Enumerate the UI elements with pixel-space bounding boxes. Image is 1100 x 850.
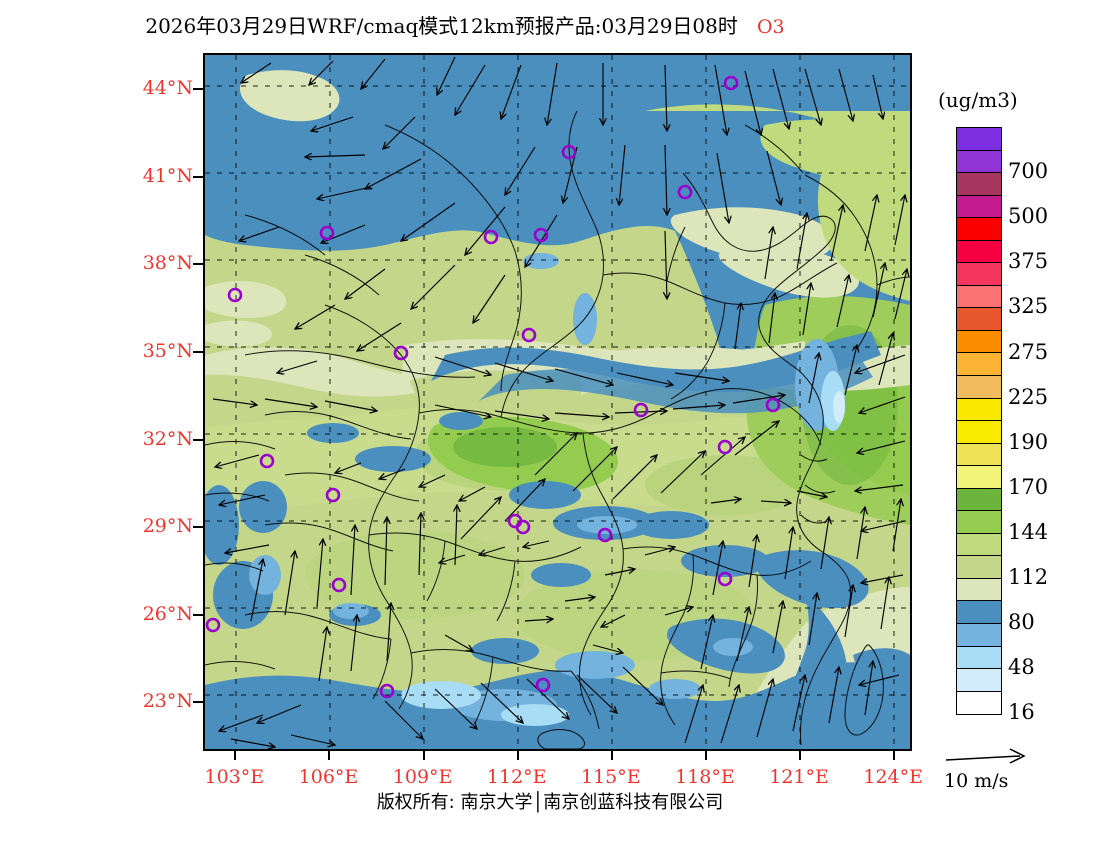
longitude-tick-label: 124°E xyxy=(863,766,923,788)
latitude-tick-label: 23°N xyxy=(142,690,193,713)
latitude-tick-mark xyxy=(193,613,203,616)
colorbar-swatch xyxy=(957,578,1001,602)
latitude-tick-mark xyxy=(193,263,203,266)
latitude-tick-label: 26°N xyxy=(142,602,193,625)
colorbar-swatch xyxy=(957,398,1001,422)
copyright-footer: 版权所有: 南京大学│南京创蓝科技有限公司 xyxy=(0,788,1100,814)
colorbar-swatch xyxy=(957,488,1001,512)
colorbar-tick-label: 325 xyxy=(1008,294,1049,319)
longitude-tick-mark xyxy=(516,751,519,760)
colorbar-swatch xyxy=(957,421,1001,444)
colorbar-swatch xyxy=(957,353,1001,377)
colorbar-tick-label: 225 xyxy=(1008,384,1049,409)
colorbar-swatch xyxy=(957,624,1001,647)
colorbar-tick-label: 500 xyxy=(1008,204,1049,229)
longitude-tick-mark xyxy=(422,751,425,760)
latitude-tick-mark xyxy=(193,438,203,441)
colorbar-swatch xyxy=(957,285,1001,309)
map-canvas xyxy=(205,55,910,749)
station-markers xyxy=(205,75,781,699)
latitude-axis: 44°N 41°N 38°N 35°N 32°N 29°N 26°N 23°N xyxy=(110,53,203,751)
latitude-tick-label: 41°N xyxy=(142,164,193,187)
latitude-tick-mark xyxy=(193,701,203,704)
chart-title: 2026年03月29日WRF/cmaq模式12km预报产品:03月29日08时 … xyxy=(0,10,930,39)
latitude-tick-mark xyxy=(193,88,203,91)
wind-speed-scale: 10 m/s xyxy=(944,748,1094,798)
longitude-tick-mark xyxy=(610,751,613,760)
colorbar-swatch xyxy=(957,376,1001,399)
colorbar-swatch xyxy=(957,330,1001,354)
latitude-tick-label: 32°N xyxy=(142,427,193,450)
longitude-tick-label: 103°E xyxy=(204,766,265,788)
longitude-tick-mark xyxy=(234,751,237,760)
colorbar-swatch xyxy=(957,669,1001,692)
longitude-tick-label: 109°E xyxy=(392,766,453,788)
colorbar-tick-label: 375 xyxy=(1008,249,1049,274)
longitude-tick-label: 112°E xyxy=(486,766,547,788)
colorbar-swatch xyxy=(957,691,1001,715)
colorbar-swatch xyxy=(957,308,1001,331)
colorbar-tick-label: 48 xyxy=(1008,655,1035,680)
colorbar-tick-label: 144 xyxy=(1008,519,1049,544)
colorbar-swatch xyxy=(957,646,1001,670)
latitude-tick-mark xyxy=(193,526,203,529)
title-text: 2026年03月29日WRF/cmaq模式12km预报产品:03月29日08时 xyxy=(145,14,738,38)
latitude-tick-label: 35°N xyxy=(142,339,193,362)
latitude-tick-label: 44°N xyxy=(142,77,193,100)
longitude-tick-label: 121°E xyxy=(769,766,829,788)
longitude-tick-mark xyxy=(704,751,707,760)
longitude-tick-label: 106°E xyxy=(298,766,359,788)
longitude-tick-label: 118°E xyxy=(675,766,735,788)
colorbar-swatch xyxy=(957,150,1001,174)
colorbar-swatch xyxy=(957,443,1001,467)
colorbar-tick-label: 16 xyxy=(1008,700,1035,725)
wind-scale-arrow-icon xyxy=(945,748,1026,764)
colorbar-swatch xyxy=(957,240,1001,264)
copyright-text: 版权所有: 南京大学│南京创蓝科技有限公司 xyxy=(376,792,724,813)
colorbar-swatch xyxy=(957,466,1001,489)
colorbar-swatch xyxy=(957,511,1001,534)
colorbar-swatch xyxy=(957,263,1001,286)
colorbar-tick-label: 275 xyxy=(1008,339,1049,364)
colorbar-swatch xyxy=(957,195,1001,219)
latitude-tick-label: 38°N xyxy=(142,252,193,275)
wind-vector-field xyxy=(212,56,907,747)
colorbar-tick-label: 700 xyxy=(1008,159,1049,184)
colorbar-tick-label: 190 xyxy=(1008,429,1049,454)
title-species-label: O3 xyxy=(756,16,785,38)
latitude-tick-mark xyxy=(193,175,203,178)
colorbar-swatch xyxy=(957,128,1001,151)
colorbar-tick-labels: 700 500 375 325 275 225 190 170 144 112 80 48 16 xyxy=(1008,127,1088,724)
longitude-tick-mark xyxy=(328,751,331,760)
longitude-tick-mark xyxy=(799,751,802,760)
longitude-axis: 103°E 106°E 109°E 112°E 115°E 118°E 121°E 124°E xyxy=(203,751,923,788)
colorbar-swatch xyxy=(957,173,1001,196)
colorbar-swatch xyxy=(957,556,1001,579)
colorbar-tick-label: 112 xyxy=(1008,565,1049,589)
latitude-tick-mark xyxy=(193,350,203,353)
colorbar-tick-label: 80 xyxy=(1008,610,1035,635)
wind-scale-label: 10 m/s xyxy=(944,770,1009,792)
colorbar-tick-label: 170 xyxy=(1008,474,1049,499)
colorbar-swatch xyxy=(957,218,1001,241)
colorbar-units-label: (ug/m3) xyxy=(938,88,1018,112)
forecast-map[interactable] xyxy=(203,53,912,751)
colorbar-swatches xyxy=(956,127,1002,716)
longitude-tick-label: 115°E xyxy=(581,766,641,788)
latitude-tick-label: 29°N xyxy=(142,515,193,538)
longitude-tick-mark xyxy=(893,751,896,760)
colorbar-legend: (ug/m3) 700 500 375 325 275 225 190 170 144 112 80… xyxy=(930,80,1095,740)
colorbar-swatch xyxy=(957,533,1001,557)
colorbar-swatch xyxy=(957,601,1001,625)
